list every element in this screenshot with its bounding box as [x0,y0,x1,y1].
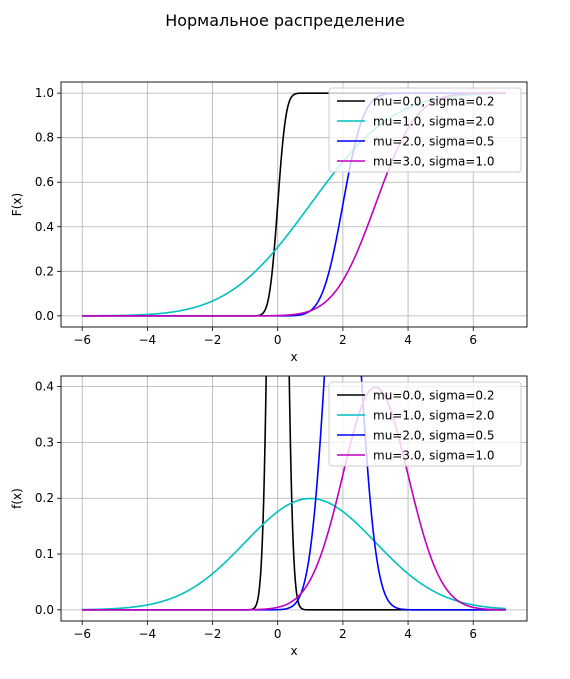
y-tick-label: 0.2 [35,264,54,278]
x-tick-label: −4 [139,333,157,347]
legend-label: mu=0.0, sigma=0.2 [373,95,494,109]
x-tick-label: −6 [73,333,91,347]
x-tick-label: 6 [469,333,477,347]
pdf-panel: −6 −4 −2 0 2 4 6 0.0 0.1 0.2 0.3 0.4 x f(x) mu=0.0, si… [10,375,528,658]
y-axis-label: F(x) [10,193,24,216]
legend: mu=0.0, sigma=0.2 mu=1.0, sigma=2.0 mu=2.0… [328,381,522,467]
y-tick-label: 0.0 [35,309,54,323]
y-tick-label: 0.1 [35,547,54,561]
y-tick-label: 0.6 [35,175,54,189]
x-tick-label: 0 [274,333,282,347]
legend-label: mu=0.0, sigma=0.2 [373,389,494,403]
legend: mu=0.0, sigma=0.2 mu=1.0, sigma=2.0 mu=2.0… [328,87,522,173]
x-axis-label: x [290,350,297,364]
y-tick-label: 0.2 [35,491,54,505]
x-tick-label: −6 [73,627,91,641]
legend-label: mu=1.0, sigma=2.0 [373,115,494,129]
legend-box [328,87,522,173]
series-line [82,386,506,611]
x-tick-label: 0 [274,627,282,641]
legend-label: mu=3.0, sigma=1.0 [373,449,494,463]
x-tick-label: 2 [339,627,347,641]
x-tick-label: 4 [404,627,412,641]
x-tick-label: 4 [404,333,412,347]
x-axis-label: x [290,644,297,658]
y-tick-label: 0.4 [35,380,54,394]
legend-label: mu=2.0, sigma=0.5 [373,135,494,149]
legend-label: mu=3.0, sigma=1.0 [373,155,494,169]
series-lines [82,376,506,611]
x-tick-label: 2 [339,333,347,347]
y-tick-label: 0.0 [35,603,54,617]
x-tick-label: −2 [204,333,222,347]
legend-label: mu=2.0, sigma=0.5 [373,429,494,443]
figure-title: Нормальное распределение [165,11,405,30]
y-tick-label: 0.8 [35,131,54,145]
y-tick-label: 1.0 [35,86,54,100]
y-tick-label: 0.4 [35,220,54,234]
x-tick-label: 6 [469,627,477,641]
legend-box [328,381,522,467]
y-axis-label: f(x) [10,488,24,509]
y-tick-label: 0.3 [35,435,54,449]
axes-frame [60,81,528,328]
cdf-panel: −6 −4 −2 0 2 4 6 0.0 0.2 0.4 0.6 0.8 1.0 x F(x) mu=0.0,… [10,81,528,364]
legend-label: mu=1.0, sigma=2.0 [373,409,494,423]
series-line [82,497,506,611]
x-tick-label: −4 [139,627,157,641]
x-tick-label: −2 [204,627,222,641]
